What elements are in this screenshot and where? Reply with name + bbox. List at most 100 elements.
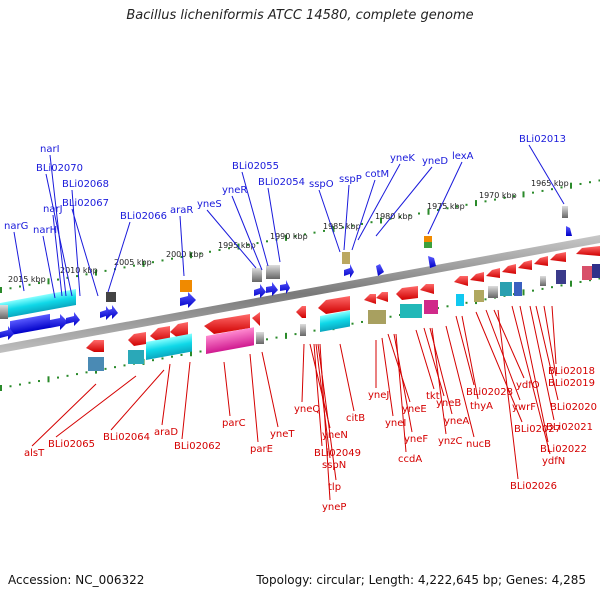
gene-label-yneJ[interactable]: yneJ bbox=[368, 390, 389, 401]
gene-arrow-blue[interactable] bbox=[428, 256, 436, 268]
gene-block-green[interactable] bbox=[424, 242, 432, 248]
gene-label-yneT[interactable]: yneT bbox=[270, 429, 295, 440]
gene-block-cyan[interactable] bbox=[456, 294, 464, 306]
gene-label-BLi02062[interactable]: BLi02062 bbox=[174, 441, 221, 452]
gene-block-cyan[interactable] bbox=[146, 333, 192, 360]
gene-label-yneP[interactable]: yneP bbox=[322, 502, 346, 513]
gene-label-BLi02055[interactable]: BLi02055 bbox=[232, 161, 279, 172]
gene-label-yneQ[interactable]: yneQ bbox=[294, 404, 320, 415]
gene-label-BLi02066[interactable]: BLi02066 bbox=[120, 211, 167, 222]
gene-arrow-blue[interactable] bbox=[66, 312, 80, 326]
gene-label-yneK[interactable]: yneK bbox=[390, 153, 415, 164]
gene-arrow-red[interactable] bbox=[534, 256, 548, 266]
gene-block-cyan[interactable] bbox=[0, 289, 76, 319]
gene-arrow-blue[interactable] bbox=[566, 226, 572, 236]
gene-label-BLi02068[interactable]: BLi02068 bbox=[62, 179, 109, 190]
gene-block-gray[interactable] bbox=[540, 276, 546, 286]
gene-label-ynzC[interactable]: ynzC bbox=[438, 436, 463, 447]
gene-label-yneR[interactable]: yneR bbox=[222, 185, 247, 196]
gene-arrow-red[interactable] bbox=[502, 264, 516, 274]
gene-block-gray[interactable] bbox=[256, 332, 264, 344]
gene-label-ywrF[interactable]: ywrF bbox=[512, 402, 536, 413]
gene-arrow-blue[interactable] bbox=[266, 282, 278, 296]
gene-label-BLi02027[interactable]: BLi02027 bbox=[514, 424, 561, 435]
gene-arrow-red[interactable] bbox=[550, 252, 566, 262]
gene-label-BLi02020[interactable]: BLi02020 bbox=[550, 402, 597, 413]
gene-arrow-red[interactable] bbox=[364, 294, 376, 304]
gene-label-narJ[interactable]: narJ bbox=[43, 204, 63, 215]
gene-label-narH[interactable]: narH bbox=[33, 225, 57, 236]
gene-arrow-red[interactable] bbox=[518, 260, 532, 270]
gene-arrow-blue[interactable] bbox=[100, 306, 112, 320]
gene-arrow-red[interactable] bbox=[128, 332, 146, 346]
gene-block-olive[interactable] bbox=[368, 310, 386, 324]
gene-label-araR[interactable]: araR bbox=[170, 205, 193, 216]
gene-arrow-blue[interactable] bbox=[108, 305, 118, 319]
gene-arrow-red[interactable] bbox=[150, 326, 170, 342]
gene-block-teal[interactable] bbox=[88, 357, 104, 371]
gene-block-navy[interactable] bbox=[556, 270, 566, 284]
gene-arrow-red[interactable] bbox=[296, 306, 306, 318]
gene-arrow-red[interactable] bbox=[376, 292, 388, 302]
gene-label-BLi02054[interactable]: BLi02054 bbox=[258, 177, 305, 188]
gene-block-blue[interactable] bbox=[514, 282, 522, 296]
gene-label-BLi02018[interactable]: BLi02018 bbox=[548, 366, 595, 377]
gene-label-BLi02065[interactable]: BLi02065 bbox=[48, 439, 95, 450]
gene-block-gray[interactable] bbox=[266, 265, 280, 279]
gene-label-citB[interactable]: citB bbox=[346, 413, 365, 424]
gene-arrow-red[interactable] bbox=[396, 286, 418, 300]
gene-block-gray[interactable] bbox=[562, 206, 568, 218]
gene-label-araD[interactable]: araD bbox=[154, 427, 178, 438]
gene-label-alsT[interactable]: alsT bbox=[24, 448, 45, 459]
gene-label-yneE[interactable]: yneE bbox=[402, 404, 427, 415]
gene-arrow-red[interactable] bbox=[454, 276, 468, 286]
gene-arrow-blue[interactable] bbox=[0, 326, 14, 340]
gene-label-tlp[interactable]: tlp bbox=[328, 482, 341, 493]
gene-block-olive[interactable] bbox=[342, 252, 350, 264]
gene-block-pink[interactable] bbox=[206, 327, 254, 354]
gene-arrow-blue[interactable] bbox=[254, 284, 266, 298]
gene-arrow-blue[interactable] bbox=[344, 264, 354, 278]
gene-block-navy[interactable] bbox=[592, 264, 600, 278]
gene-label-BLi02028[interactable]: BLi02028 bbox=[466, 387, 513, 398]
gene-label-ydfO[interactable]: ydfO bbox=[516, 380, 540, 391]
gene-label-BLi02019[interactable]: BLi02019 bbox=[548, 378, 595, 389]
gene-label-cotM[interactable]: cotM bbox=[365, 169, 389, 180]
gene-label-parC[interactable]: parC bbox=[222, 418, 246, 429]
gene-block-orange[interactable] bbox=[180, 280, 192, 292]
gene-arrow-red[interactable] bbox=[470, 272, 484, 282]
gene-label-narI[interactable]: narI bbox=[40, 144, 60, 155]
gene-label-yneB[interactable]: yneB bbox=[436, 398, 461, 409]
gene-block-orange[interactable] bbox=[424, 236, 432, 242]
gene-block-blue[interactable] bbox=[10, 313, 50, 336]
gene-arrow-blue[interactable] bbox=[180, 292, 196, 308]
gene-arrow-red[interactable] bbox=[204, 314, 250, 334]
gene-arrow-red[interactable] bbox=[252, 312, 260, 326]
gene-label-thyA[interactable]: thyA bbox=[470, 401, 493, 412]
gene-arrow-blue[interactable] bbox=[280, 280, 290, 294]
gene-label-yneD[interactable]: yneD bbox=[422, 156, 448, 167]
gene-block-teal[interactable] bbox=[500, 282, 512, 296]
gene-label-ccdA[interactable]: ccdA bbox=[398, 454, 422, 465]
gene-label-tkt[interactable]: tkt bbox=[426, 391, 440, 402]
gene-label-ydfN[interactable]: ydfN bbox=[542, 456, 565, 467]
gene-label-sspP[interactable]: sspP bbox=[339, 174, 362, 185]
gene-block-gray[interactable] bbox=[252, 268, 262, 282]
gene-arrow-red[interactable] bbox=[86, 340, 104, 352]
gene-label-yneA[interactable]: yneA bbox=[444, 416, 469, 427]
gene-label-BLi02021[interactable]: BLi02021 bbox=[546, 422, 593, 433]
gene-label-BLi02049[interactable]: BLi02049 bbox=[314, 448, 361, 459]
gene-label-sspN[interactable]: sspN bbox=[322, 460, 346, 471]
gene-label-BLi02013[interactable]: BLi02013 bbox=[519, 134, 566, 145]
gene-block-gray[interactable] bbox=[488, 286, 498, 298]
gene-arrow-red[interactable] bbox=[420, 284, 434, 294]
gene-block-teal[interactable] bbox=[400, 304, 422, 318]
gene-block-pink[interactable] bbox=[582, 266, 592, 280]
gene-label-yneI[interactable]: yneI bbox=[385, 418, 406, 429]
gene-label-BLi02067[interactable]: BLi02067 bbox=[62, 198, 109, 209]
gene-label-BLi02070[interactable]: BLi02070 bbox=[36, 163, 83, 174]
gene-label-nucB[interactable]: nucB bbox=[466, 439, 491, 450]
gene-label-sspO[interactable]: sspO bbox=[309, 179, 334, 190]
gene-label-lexA[interactable]: lexA bbox=[452, 151, 474, 162]
gene-block-olive[interactable] bbox=[474, 290, 484, 302]
